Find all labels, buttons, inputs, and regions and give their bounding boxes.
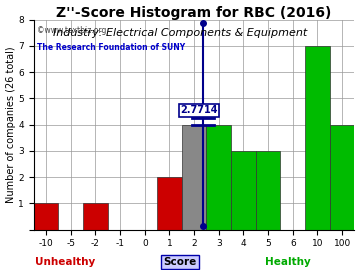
Text: Unhealthy: Unhealthy [35, 257, 95, 267]
Text: Score: Score [163, 257, 197, 267]
Text: Healthy: Healthy [265, 257, 311, 267]
Text: Industry: Electrical Components & Equipment: Industry: Electrical Components & Equipm… [53, 28, 307, 38]
Title: Z''-Score Histogram for RBC (2016): Z''-Score Histogram for RBC (2016) [57, 6, 332, 19]
Y-axis label: Number of companies (26 total): Number of companies (26 total) [5, 46, 15, 203]
Bar [206, 124, 231, 230]
Bar [83, 203, 108, 230]
Text: ©www.textbiz.org: ©www.textbiz.org [37, 26, 107, 35]
Text: The Research Foundation of SUNY: The Research Foundation of SUNY [37, 43, 185, 52]
Bar [305, 46, 330, 230]
Bar [231, 151, 256, 230]
Bar [182, 124, 206, 230]
Text: 2.7714: 2.7714 [180, 105, 218, 115]
Bar [34, 203, 58, 230]
Bar [157, 177, 182, 230]
Bar [330, 124, 355, 230]
Bar [256, 151, 280, 230]
